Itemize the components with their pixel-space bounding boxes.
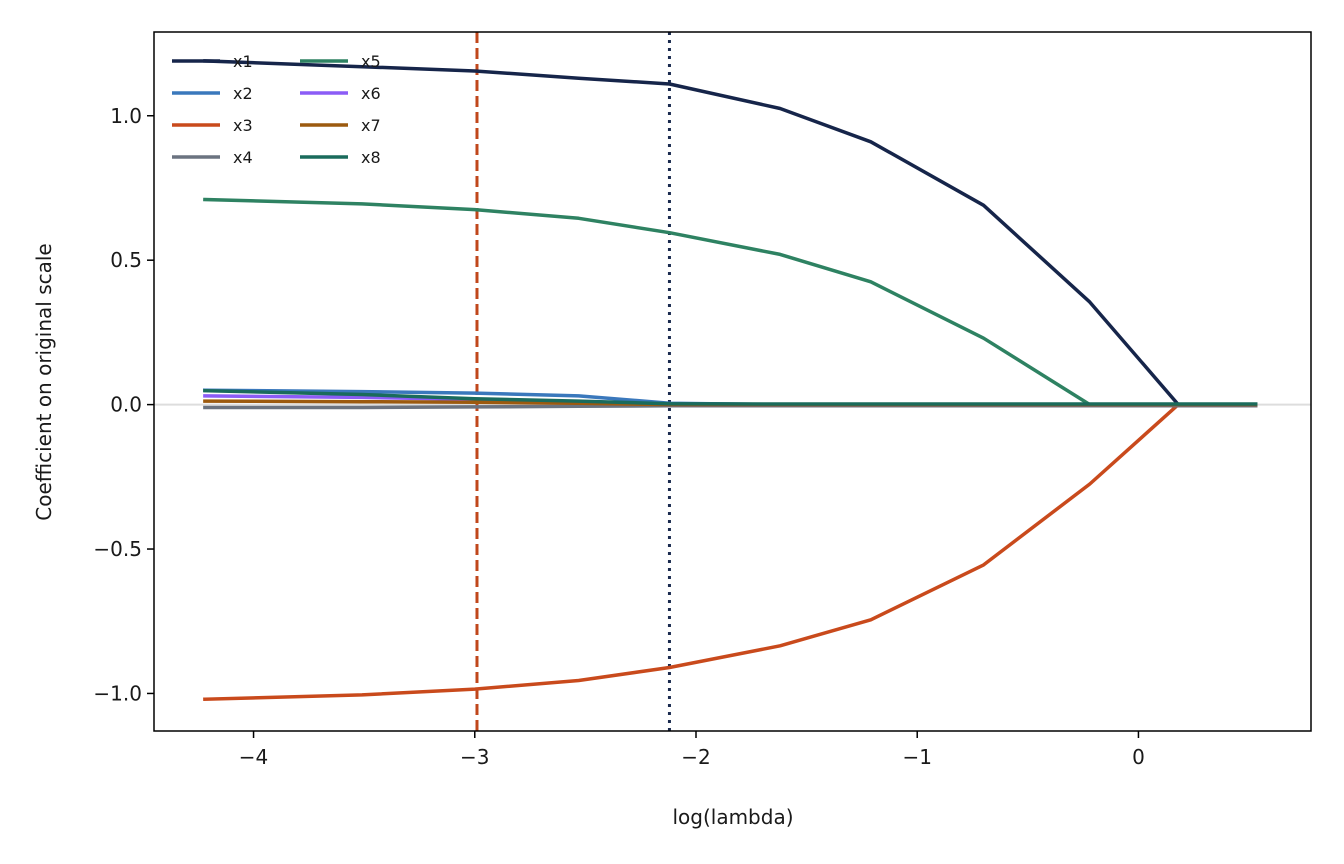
x-tick-label: 0: [1132, 745, 1145, 769]
series-line-x3: [203, 402, 1258, 701]
x-tick-label: −3: [460, 745, 489, 769]
axis-ticks: −4 −3 −2 −1 0 −1.0 −0.5 0.0 0.5 1.0: [93, 104, 1144, 769]
x-tick-label: −2: [681, 745, 710, 769]
zero-and-reference-lines: [154, 32, 1311, 731]
legend-label-x3: x3: [233, 116, 253, 135]
series-line-x5: [203, 197, 1258, 407]
legend-label-x6: x6: [361, 84, 381, 103]
y-tick-label: 1.0: [110, 104, 142, 128]
legend-label-x4: x4: [233, 148, 253, 167]
series-line-x1: [203, 59, 1258, 407]
y-axis-label: Coefficient on original scale: [32, 243, 56, 521]
y-tick-label: −0.5: [93, 537, 142, 561]
x-tick-label: −1: [902, 745, 931, 769]
legend-label-x7: x7: [361, 116, 381, 135]
series-group: [203, 59, 1258, 701]
legend: x1 x2 x3 x4 x5 x6 x7 x8: [172, 52, 381, 167]
series-line-x8: [203, 388, 1258, 406]
y-tick-label: −1.0: [93, 681, 142, 705]
legend-label-x5: x5: [361, 52, 381, 71]
x-tick-label: −4: [239, 745, 268, 769]
y-tick-label: 0.0: [110, 393, 142, 417]
y-tick-label: 0.5: [110, 248, 142, 272]
legend-label-x1: x1: [233, 52, 253, 71]
plot-frame: [153, 31, 1312, 732]
plot-frame-rect: [153, 31, 1312, 732]
x-axis-label: log(lambda): [672, 805, 793, 829]
legend-label-x8: x8: [361, 148, 381, 167]
legend-label-x2: x2: [233, 84, 253, 103]
